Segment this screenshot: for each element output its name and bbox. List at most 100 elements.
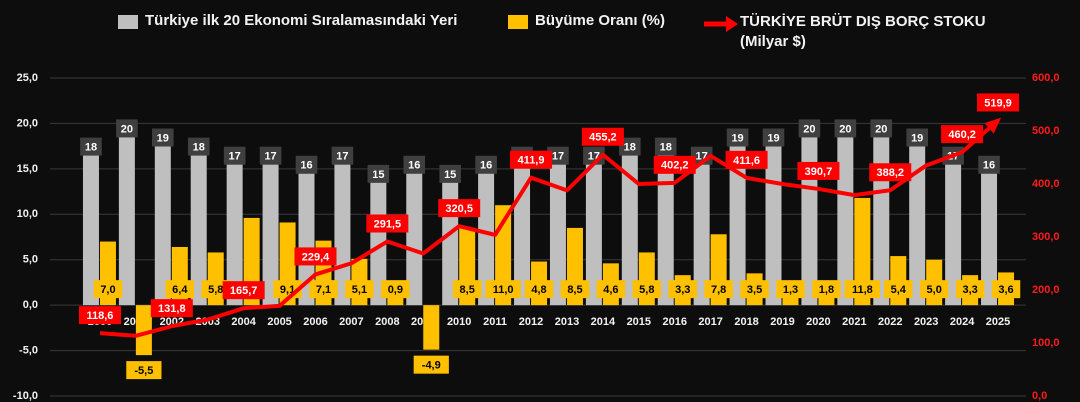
data-label: 0,9 xyxy=(388,284,403,296)
data-label: 3,3 xyxy=(675,284,690,296)
data-label: 7,1 xyxy=(316,284,331,296)
y2-tick-label: 0,0 xyxy=(1032,390,1047,402)
data-label-box xyxy=(725,150,768,169)
data-label: 411,9 xyxy=(518,155,545,167)
legend-swatch xyxy=(508,15,528,29)
data-label-box xyxy=(812,280,841,299)
data-label: 229,4 xyxy=(302,251,330,263)
data-label-box xyxy=(762,128,785,147)
data-label-box xyxy=(776,280,805,299)
data-label: 5,8 xyxy=(639,284,654,296)
data-label: 3,3 xyxy=(962,284,977,296)
bar xyxy=(298,159,315,306)
legend-label: Türkiye ilk 20 Ekonomi Sıralamasındaki Y… xyxy=(145,12,458,29)
data-label: 20 xyxy=(875,123,887,135)
bar xyxy=(801,123,818,306)
data-label: 15 xyxy=(444,169,456,181)
bar xyxy=(585,150,602,306)
data-label-box xyxy=(991,280,1021,299)
y2-tick-label: 600,0 xyxy=(1032,72,1060,84)
data-label-box xyxy=(93,280,123,299)
data-label-box xyxy=(452,280,482,299)
y-tick-label: 5,0 xyxy=(23,254,38,266)
data-label-box xyxy=(581,127,624,146)
data-label-box xyxy=(345,280,374,299)
y-tick-label: 10,0 xyxy=(17,208,38,220)
data-label: 4,6 xyxy=(603,284,618,296)
data-label: 131,8 xyxy=(158,303,186,315)
data-label-box xyxy=(413,355,449,374)
data-label: 20 xyxy=(121,123,133,135)
data-label-box xyxy=(798,119,821,138)
data-label-box xyxy=(366,214,409,233)
y-tick-label: 15,0 xyxy=(17,163,38,175)
bar xyxy=(154,132,171,306)
data-label-box xyxy=(906,128,928,147)
bar xyxy=(837,123,854,306)
data-label: 11,8 xyxy=(852,284,873,296)
data-label-box xyxy=(726,128,749,147)
data-label: 8,5 xyxy=(567,284,582,296)
x-tick-label: 2016 xyxy=(662,316,686,328)
x-tick-label: 2024 xyxy=(950,316,975,328)
legend-swatch xyxy=(118,15,138,29)
data-label: 17 xyxy=(229,151,241,163)
x-tick-label: 2020 xyxy=(806,316,830,328)
data-label-box xyxy=(547,146,569,165)
x-tick-label: 2018 xyxy=(734,316,758,328)
data-label: 19 xyxy=(911,132,923,144)
bar xyxy=(226,150,243,306)
data-label-box xyxy=(510,150,553,169)
data-label-box xyxy=(309,280,338,299)
data-label: 5,8 xyxy=(208,284,223,296)
x-tick-label: 2021 xyxy=(842,316,866,328)
data-label-box xyxy=(919,280,949,299)
bar xyxy=(765,132,782,306)
bar xyxy=(981,159,998,306)
x-tick-label: 2010 xyxy=(447,316,471,328)
line xyxy=(99,118,1000,338)
y2-tick-label: 100,0 xyxy=(1032,337,1060,349)
bar xyxy=(945,150,962,306)
data-label-box xyxy=(80,137,102,156)
data-label: 4,8 xyxy=(531,284,546,296)
bar xyxy=(423,305,440,350)
x-tick-label: 2022 xyxy=(878,316,902,328)
data-label: 460,2 xyxy=(948,129,976,141)
y-tick-label: -5,0 xyxy=(19,344,38,356)
data-label: 118,6 xyxy=(87,310,114,322)
data-label-box xyxy=(438,199,481,218)
data-label-box xyxy=(222,281,265,300)
bar xyxy=(370,168,387,306)
data-label-box xyxy=(116,119,138,138)
data-label-box xyxy=(668,280,697,299)
y-tick-label: 0,0 xyxy=(23,299,38,311)
data-label-box xyxy=(367,164,390,183)
y2-tick-label: 300,0 xyxy=(1032,231,1060,243)
data-label: 18 xyxy=(660,142,672,154)
x-tick-label: 2015 xyxy=(627,316,651,328)
data-label: 17 xyxy=(336,151,348,163)
line-arrow xyxy=(984,117,1002,134)
data-label: 5,0 xyxy=(927,284,942,296)
data-label: 388,2 xyxy=(877,167,905,179)
legend-swatch xyxy=(704,16,738,32)
data-label-box xyxy=(524,280,554,299)
data-label-box xyxy=(704,280,733,299)
data-label-box xyxy=(955,280,985,299)
data-label-box xyxy=(834,119,857,138)
data-label: 16 xyxy=(983,160,995,172)
data-label: 19 xyxy=(731,132,743,144)
x-tick-label: 2004 xyxy=(231,316,256,328)
data-label: 165,7 xyxy=(230,285,258,297)
bar xyxy=(82,141,99,306)
data-label-box xyxy=(331,146,354,165)
data-label-box xyxy=(844,280,880,299)
data-label: 16 xyxy=(480,160,492,172)
data-label: 3,5 xyxy=(747,284,762,296)
x-tick-label: 2023 xyxy=(914,316,938,328)
data-label: 17 xyxy=(264,151,276,163)
data-label-box xyxy=(884,280,913,299)
y-tick-label: 20,0 xyxy=(17,117,38,129)
